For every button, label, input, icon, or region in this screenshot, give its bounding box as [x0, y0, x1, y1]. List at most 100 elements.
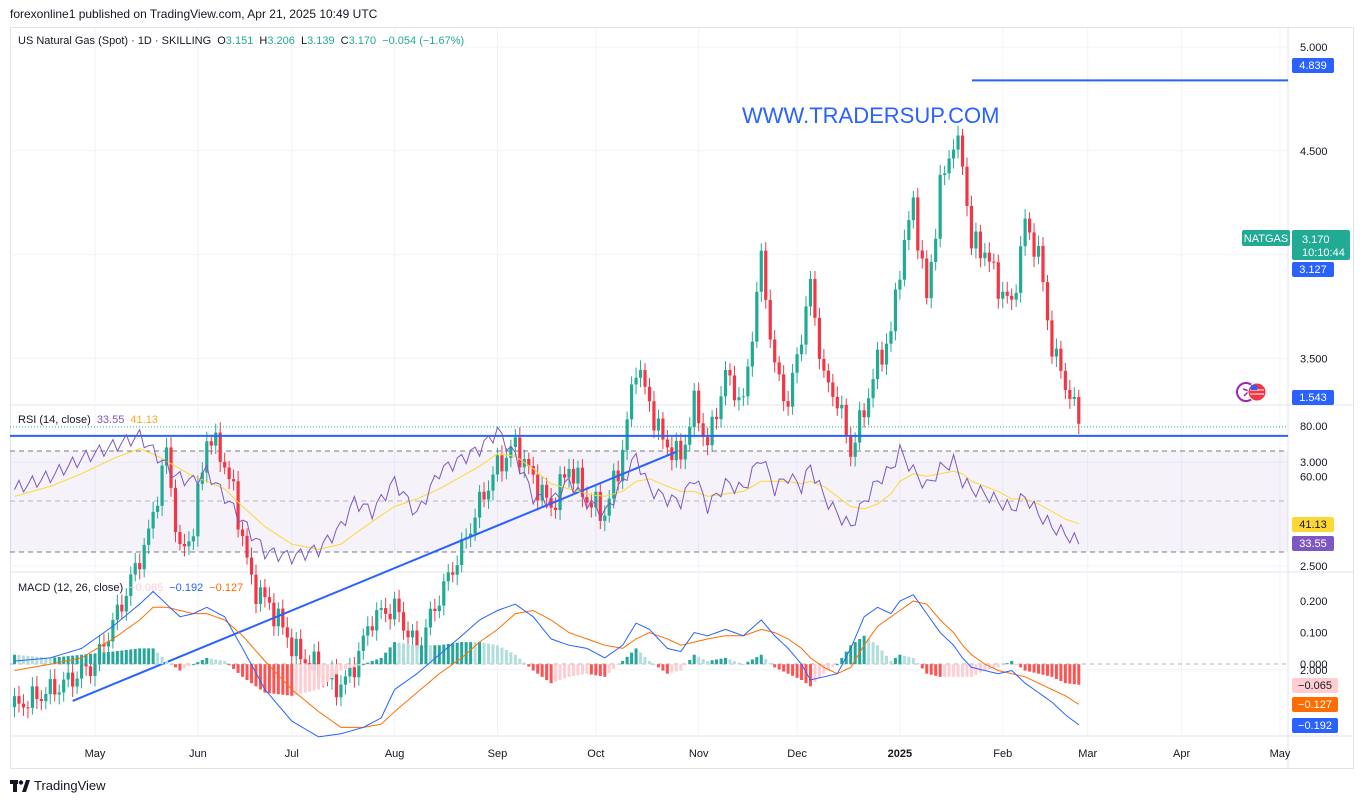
macd-histogram-bar: [616, 664, 620, 666]
macd-histogram-bar: [48, 657, 52, 665]
macd-histogram-bar: [352, 664, 356, 667]
candle-body: [393, 598, 397, 620]
drawing-lines[interactable]: [10, 79, 1288, 702]
macd-histogram-bar: [160, 656, 164, 665]
candle-body: [299, 638, 303, 660]
candle-body: [66, 672, 70, 680]
tradingview-logo[interactable]: TradingView: [10, 778, 106, 793]
macd-histogram-bar: [196, 662, 200, 665]
candle-body: [978, 231, 982, 259]
macd-histogram-bar: [791, 664, 795, 676]
candle-body: [844, 404, 848, 436]
macd-histogram-bar: [138, 648, 142, 665]
candle-body: [661, 418, 665, 440]
candle-body: [361, 635, 365, 651]
tradingview-logo-icon: [10, 779, 30, 792]
bottom-price-label: 1.543: [1299, 392, 1327, 404]
candle-body: [120, 604, 124, 612]
macd-histogram-bar: [1045, 664, 1049, 676]
macd-histogram-bar: [500, 647, 504, 665]
candle-body: [379, 608, 383, 611]
candle-body: [692, 390, 696, 428]
candle-body: [737, 397, 741, 401]
macd-line-tag: −0.192: [1292, 718, 1338, 733]
time-axis-tick: Oct: [587, 748, 604, 760]
candle-body: [1072, 396, 1076, 399]
macd-histogram-bar: [719, 658, 723, 665]
candle-body: [249, 557, 254, 575]
current-price-label: 3.170: [1302, 234, 1330, 246]
macd-histogram-bar: [567, 664, 571, 677]
macd-histogram-bar: [1037, 664, 1041, 674]
candle-body: [205, 441, 209, 473]
candle-body: [902, 239, 906, 280]
bar-countdown-label: 10:10:44: [1302, 247, 1345, 259]
candle-body: [974, 231, 978, 249]
macd-histogram-bar: [965, 664, 969, 677]
candle-body: [343, 676, 348, 685]
macd-histogram-bar: [263, 664, 267, 693]
candle-body: [30, 686, 34, 708]
candle-body: [178, 532, 182, 544]
macd-histogram-bar: [178, 664, 182, 671]
candle-body: [406, 630, 410, 638]
candle-body: [540, 484, 544, 501]
rsi-axis-tick: 60.00: [1300, 471, 1328, 483]
macd-histogram-bar: [992, 664, 996, 669]
macd-histogram-bar: [1072, 664, 1076, 685]
low-value: 3.139: [307, 35, 335, 47]
macd-histogram-bar: [357, 664, 361, 666]
candle-body: [115, 604, 119, 620]
candle-body: [880, 349, 884, 365]
macd-histogram-bar: [156, 652, 160, 665]
macd-histogram-bar: [504, 649, 508, 665]
candle-body: [607, 498, 611, 516]
macd-histogram-bar: [290, 664, 294, 696]
support-price-tag: 3.127: [1292, 262, 1334, 277]
candle-body: [755, 291, 759, 342]
rsi-title[interactable]: RSI (14, close): [18, 414, 91, 426]
candle-body: [214, 432, 218, 446]
candle-body: [312, 651, 316, 670]
candle-body: [88, 666, 93, 676]
candle-body: [106, 641, 111, 647]
candle-body: [889, 331, 893, 344]
candle-body: [764, 250, 768, 300]
tv-news-icon[interactable]: [1236, 382, 1267, 402]
candle-body: [1005, 291, 1009, 296]
macd-axis-tick: 0.100: [1300, 628, 1328, 640]
macd-histogram-bar: [871, 642, 875, 665]
candle-body: [384, 608, 388, 614]
macd-histogram-bar: [969, 664, 973, 677]
candle-body: [656, 418, 661, 431]
candle-body: [536, 474, 540, 501]
macd-histogram-bar: [822, 664, 826, 674]
candle-body: [267, 597, 271, 603]
macd-histogram-bar: [464, 642, 468, 665]
resistance-price-tag: 4.839: [1292, 58, 1334, 73]
macd-histogram-bar: [334, 664, 338, 675]
macd-histogram-bar: [701, 658, 705, 665]
candle-body: [491, 474, 495, 491]
symbol-title[interactable]: US Natural Gas (Spot) · 1D · SKILLING: [18, 35, 212, 47]
candle-body: [867, 398, 871, 418]
macd-histogram-bar: [952, 664, 956, 677]
macd-histogram-bar: [1001, 664, 1005, 666]
candlestick-series: [12, 125, 1081, 719]
candle-body: [254, 574, 258, 604]
macd-histogram-bar: [487, 643, 491, 665]
candle-body: [455, 565, 459, 575]
candle-body: [831, 382, 835, 397]
candle-body: [303, 659, 307, 664]
macd-histogram-bar: [245, 664, 249, 680]
low-label: L: [300, 35, 308, 47]
macd-histogram-bar: [777, 664, 781, 670]
macd-histogram-bar: [1068, 664, 1072, 684]
candle-body: [567, 468, 571, 478]
macd-title[interactable]: MACD (12, 26, close): [18, 582, 124, 594]
macd-histogram-bar: [299, 664, 303, 694]
candle-body: [907, 220, 911, 240]
candle-body: [258, 587, 263, 604]
macd-histogram-bar: [218, 660, 222, 665]
